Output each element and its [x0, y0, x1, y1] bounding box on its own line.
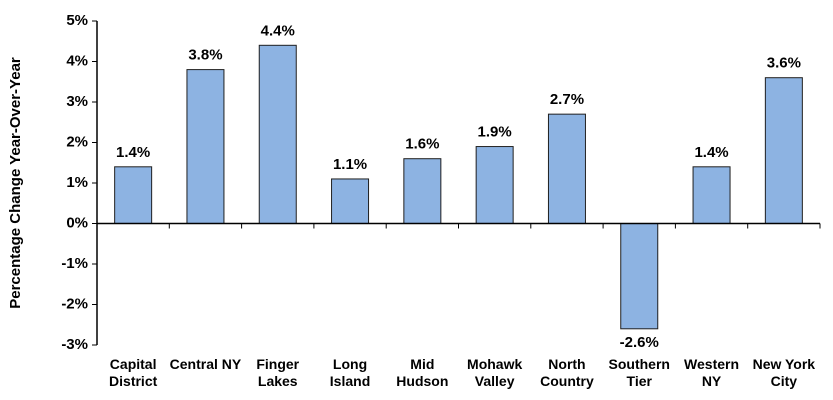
bar: [764, 77, 803, 224]
y-tick-label: -3%: [61, 336, 88, 353]
bar: [475, 146, 514, 224]
bar: [547, 113, 586, 224]
x-tick-label: Long Island: [329, 356, 371, 389]
bar: [114, 166, 153, 225]
x-tick-label: Finger Lakes: [256, 356, 300, 389]
value-label: 2.7%: [550, 91, 584, 108]
x-tick-label: New York City: [752, 356, 816, 389]
bar: [331, 178, 370, 224]
value-label: 3.6%: [767, 55, 801, 72]
x-tick-label: Southern Tier: [608, 356, 670, 389]
value-label: 3.8%: [188, 47, 222, 64]
y-tick-label: 4%: [66, 52, 88, 69]
value-label: 1.4%: [694, 144, 728, 161]
y-tick-label: -2%: [61, 295, 88, 312]
y-tick-label: 3%: [66, 93, 88, 110]
y-axis-title: Percentage Change Year-Over-Year: [7, 57, 24, 309]
x-tick-label: Central NY: [169, 356, 242, 372]
bar: [403, 158, 442, 224]
value-label: -2.6%: [620, 334, 659, 351]
x-tick-label: Mohawk Valley: [467, 356, 523, 389]
value-label: 1.9%: [478, 124, 512, 141]
value-label: 1.6%: [405, 136, 439, 153]
bar: [186, 69, 225, 224]
y-tick-label: 1%: [66, 174, 88, 191]
bar: [692, 166, 731, 225]
x-tick-label: North Country: [540, 356, 594, 389]
value-label: 1.4%: [116, 144, 150, 161]
value-label: 1.1%: [333, 156, 367, 173]
y-tick-label: 0%: [66, 214, 88, 231]
x-tick-label: Capital District: [109, 356, 158, 389]
x-tick-label: Western NY: [684, 356, 740, 389]
x-tick-label: Mid Hudson: [396, 356, 449, 389]
y-tick-label: -1%: [61, 255, 88, 272]
value-label: 4.4%: [261, 22, 295, 39]
y-tick-label: 5%: [66, 12, 88, 29]
y-tick-label: 2%: [66, 133, 88, 150]
bar: [620, 223, 659, 330]
bar: [258, 44, 297, 224]
